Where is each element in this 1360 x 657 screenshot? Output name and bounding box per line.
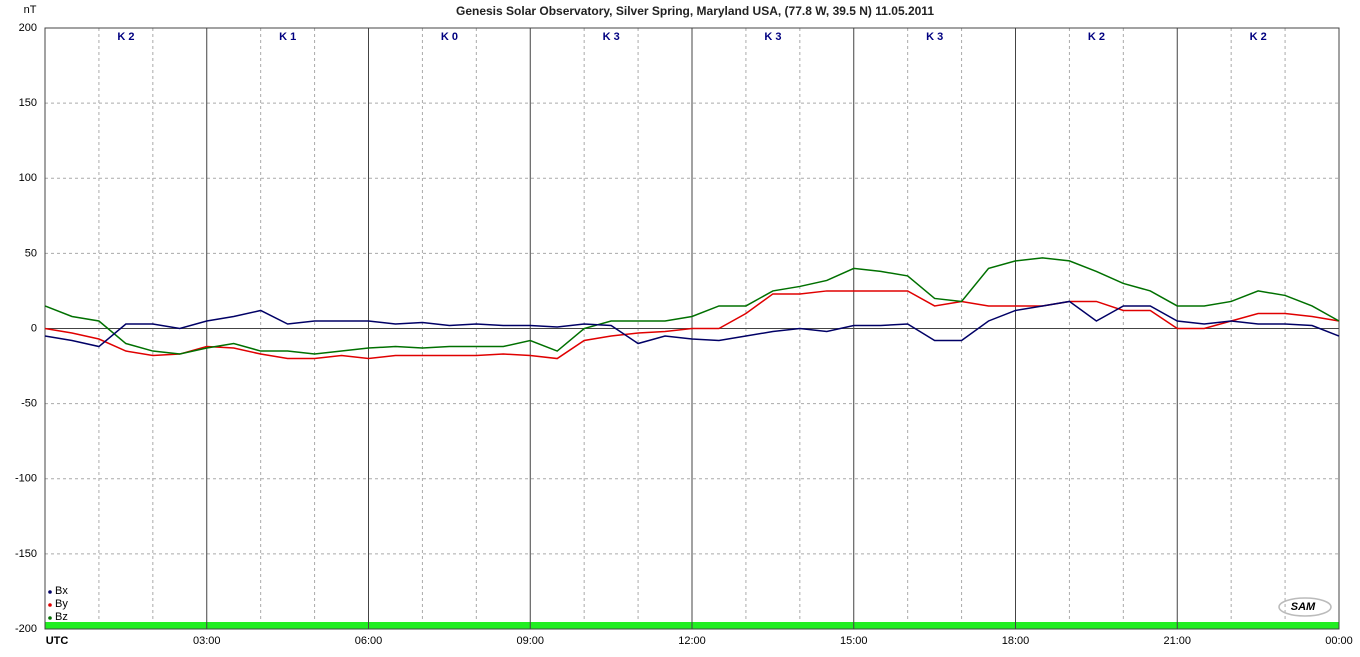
y-tick-label: 150 [19,97,37,109]
x-tick-label: 12:00 [678,635,706,647]
x-tick-label: 09:00 [516,635,544,647]
legend-marker [48,616,52,620]
series-line [44,257,1340,355]
x-tick-label: 21:00 [1163,635,1191,647]
x-tick-label: 15:00 [840,635,868,647]
chart-title: Genesis Solar Observatory, Silver Spring… [456,4,934,18]
x-tick-label: 00:00 [1325,635,1353,647]
series-line [44,290,1340,360]
k-index-label: K 3 [764,31,781,43]
k-index-label: K 3 [603,31,620,43]
logo-swoosh [1278,597,1332,617]
y-tick-label: 50 [25,247,37,259]
x-tick-label: 18:00 [1002,635,1030,647]
k-index-label: K 2 [1250,31,1267,43]
y-tick-label: -100 [15,473,37,485]
y-tick-label: -200 [15,623,37,635]
series-line [44,300,1340,348]
k-index-label: K 2 [117,31,134,43]
y-tick-label: -150 [15,548,37,560]
x-tick-label: 03:00 [193,635,221,647]
legend-label: Bz [55,611,68,623]
legend-label: Bx [55,585,68,597]
k-index-label: K 2 [1088,31,1105,43]
legend-marker [48,603,52,607]
y-tick-label: 0 [31,322,37,334]
k-index-label: K 1 [279,31,296,43]
logo: SAM [1291,601,1316,613]
legend-marker [48,590,52,594]
x-tick-label: 06:00 [355,635,383,647]
y-axis-label: nT [24,4,37,16]
x-tick-label: UTC [46,635,69,647]
k-index-label: K 3 [926,31,943,43]
y-tick-label: 100 [19,172,37,184]
legend-label: By [55,598,68,610]
k-index-label: K 0 [441,31,458,43]
y-tick-label: -50 [21,398,37,410]
y-tick-label: 200 [19,22,37,34]
